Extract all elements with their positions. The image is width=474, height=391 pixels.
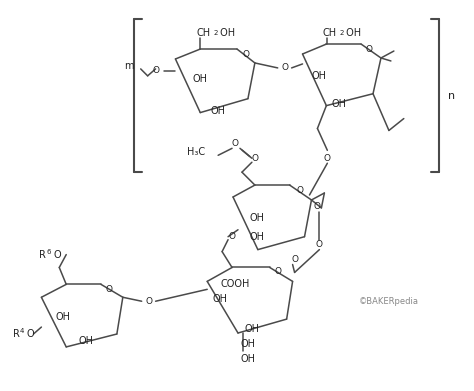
Text: O: O: [105, 285, 112, 294]
Text: O: O: [324, 154, 331, 163]
Text: O: O: [316, 240, 323, 249]
Text: OH: OH: [79, 336, 93, 346]
Text: O: O: [152, 66, 159, 75]
Text: 2: 2: [213, 30, 218, 36]
Text: R: R: [39, 249, 46, 260]
Text: OH: OH: [210, 106, 226, 116]
Text: 2: 2: [339, 30, 344, 36]
Text: OH: OH: [193, 74, 208, 84]
Text: O: O: [291, 255, 298, 264]
Text: O: O: [27, 329, 34, 339]
Text: O: O: [296, 186, 303, 195]
Text: 6: 6: [46, 249, 51, 255]
Text: CH: CH: [196, 28, 210, 38]
Text: OH: OH: [249, 213, 264, 223]
Text: OH: OH: [332, 99, 347, 109]
Text: OH: OH: [245, 324, 259, 334]
Text: m: m: [124, 61, 134, 71]
Text: O: O: [231, 139, 238, 148]
Text: COOH: COOH: [220, 279, 249, 289]
Text: O: O: [228, 232, 236, 241]
Text: OH: OH: [217, 28, 235, 38]
Text: OH: OH: [240, 339, 255, 349]
Text: O: O: [314, 203, 321, 212]
Text: OH: OH: [240, 354, 255, 364]
Text: H₃C: H₃C: [187, 147, 205, 157]
Text: O: O: [145, 297, 152, 306]
Text: O: O: [242, 50, 249, 59]
Text: O: O: [251, 154, 258, 163]
Text: R: R: [13, 329, 19, 339]
Text: OH: OH: [213, 294, 228, 304]
Text: 4: 4: [19, 328, 24, 334]
Text: n: n: [448, 91, 455, 101]
Text: CH: CH: [322, 28, 337, 38]
Text: OH: OH: [343, 28, 361, 38]
Text: OH: OH: [249, 232, 264, 242]
Text: O: O: [365, 45, 373, 54]
Text: ©BAKERpedia: ©BAKERpedia: [359, 297, 419, 306]
Text: O: O: [53, 249, 61, 260]
Text: O: O: [281, 63, 288, 72]
Text: OH: OH: [312, 71, 327, 81]
Text: OH: OH: [56, 312, 71, 322]
Text: O: O: [274, 267, 281, 276]
